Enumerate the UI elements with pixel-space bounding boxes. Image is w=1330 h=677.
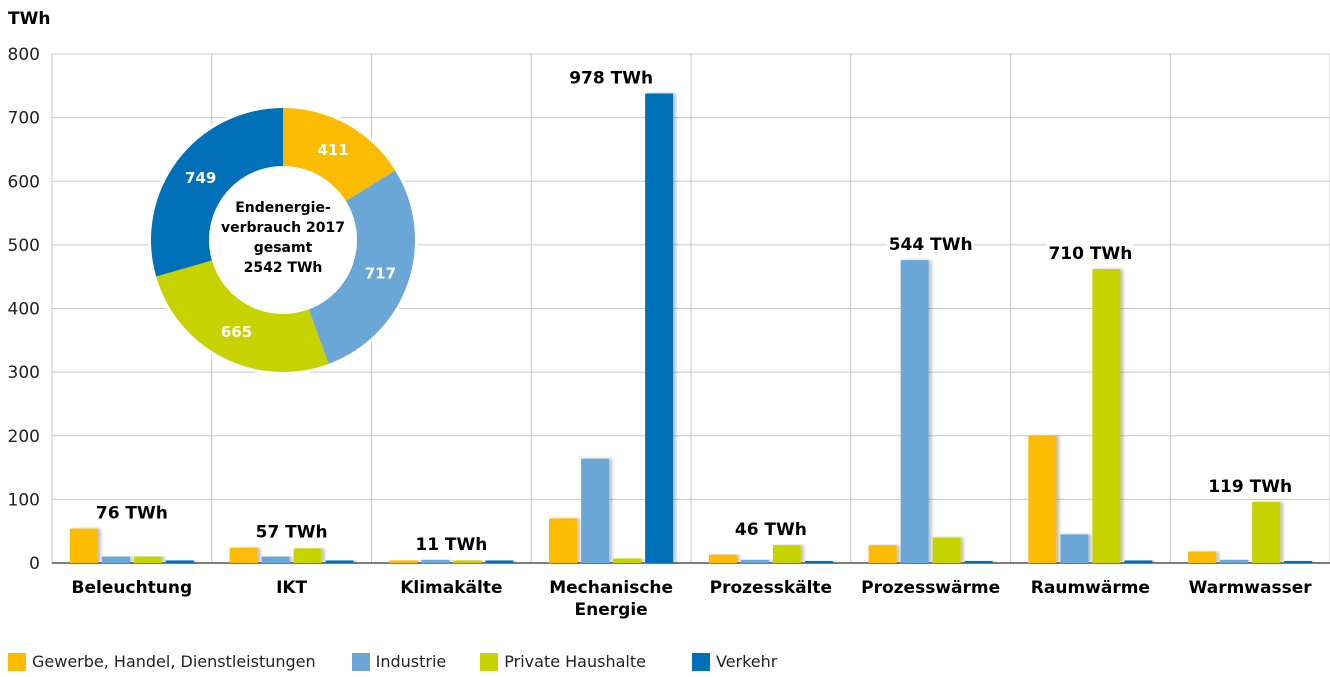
bar-industrie bbox=[102, 557, 130, 563]
chart-legend: Gewerbe, Handel, Dienstleistungen Industr… bbox=[8, 652, 777, 671]
bar-haushalte bbox=[1092, 269, 1120, 563]
legend-item-verkehr: Verkehr bbox=[692, 652, 777, 671]
bar-gewerbe bbox=[1188, 552, 1216, 563]
bar-haushalte bbox=[773, 545, 801, 563]
y-tick-label: 500 bbox=[8, 236, 40, 256]
donut-slice-label: 749 bbox=[185, 169, 216, 187]
legend-swatch bbox=[352, 653, 370, 671]
category-total-label: 119 TWh bbox=[1208, 477, 1292, 497]
y-tick-label: 700 bbox=[8, 109, 40, 129]
bar-haushalte bbox=[933, 538, 961, 563]
category-total-label: 710 TWh bbox=[1048, 244, 1132, 264]
y-tick-label: 100 bbox=[8, 490, 40, 510]
y-axis-unit-label: TWh bbox=[8, 9, 50, 29]
legend-item-industrie: Industrie bbox=[352, 652, 447, 671]
y-tick-label: 800 bbox=[8, 45, 40, 65]
bar-verkehr bbox=[326, 561, 354, 564]
y-tick-label: 300 bbox=[8, 363, 40, 383]
donut-center-text: 2542 TWh bbox=[244, 260, 323, 276]
bar-verkehr bbox=[166, 560, 194, 563]
legend-label: Gewerbe, Handel, Dienstleistungen bbox=[32, 652, 316, 671]
category-total-label: 76 TWh bbox=[96, 504, 168, 524]
bar-gewerbe bbox=[869, 545, 897, 563]
legend-swatch bbox=[692, 653, 710, 671]
bar-gewerbe bbox=[709, 555, 737, 563]
bar-haushalte bbox=[294, 548, 322, 563]
bar-verkehr bbox=[805, 561, 833, 563]
category-total-label: 11 TWh bbox=[415, 535, 487, 555]
donut-center-text: gesamt bbox=[254, 240, 313, 256]
y-tick-label: 600 bbox=[8, 172, 40, 192]
donut-slice-label: 411 bbox=[317, 141, 348, 159]
category-total-label: 57 TWh bbox=[256, 523, 328, 543]
bar-gewerbe bbox=[549, 518, 577, 563]
category-label: IKT bbox=[276, 578, 307, 598]
category-total-label: 46 TWh bbox=[735, 520, 807, 540]
bar-verkehr bbox=[645, 93, 673, 563]
legend-item-haushalte: Private Haushalte bbox=[480, 652, 646, 671]
bar-industrie bbox=[421, 560, 449, 563]
bar-industrie bbox=[901, 260, 929, 563]
bar-verkehr bbox=[1284, 561, 1312, 563]
category-label: Klimakälte bbox=[400, 578, 502, 598]
bar-haushalte bbox=[134, 557, 162, 563]
bar-industrie bbox=[741, 560, 769, 563]
donut-slice-label: 665 bbox=[221, 323, 252, 341]
category-label: Energie bbox=[575, 600, 648, 620]
bar-industrie bbox=[1060, 534, 1088, 563]
legend-label: Private Haushalte bbox=[504, 652, 646, 671]
bar-industrie bbox=[581, 459, 609, 563]
category-label: Raumwärme bbox=[1031, 578, 1150, 598]
bar-gewerbe bbox=[1028, 436, 1056, 563]
legend-label: Industrie bbox=[376, 652, 447, 671]
legend-item-gewerbe: Gewerbe, Handel, Dienstleistungen bbox=[8, 652, 316, 671]
bar-gewerbe bbox=[230, 548, 258, 563]
category-label: Warmwasser bbox=[1189, 578, 1313, 598]
bar-gewerbe bbox=[70, 529, 98, 563]
donut-center-text: verbrauch 2017 bbox=[221, 220, 345, 236]
y-tick-label: 400 bbox=[8, 300, 40, 320]
category-label: Prozesswärme bbox=[861, 578, 1000, 598]
category-total-label: 544 TWh bbox=[889, 235, 973, 255]
category-total-label: 978 TWh bbox=[569, 68, 653, 88]
bar-haushalte bbox=[453, 561, 481, 564]
donut-center-text: Endenergie- bbox=[235, 200, 331, 216]
y-tick-label: 0 bbox=[29, 554, 40, 574]
category-label: Prozesskälte bbox=[710, 578, 832, 598]
bar-verkehr bbox=[485, 561, 513, 564]
bar-haushalte bbox=[1252, 502, 1280, 563]
legend-swatch bbox=[8, 653, 26, 671]
legend-swatch bbox=[480, 653, 498, 671]
bar-industrie bbox=[262, 557, 290, 563]
bar-verkehr bbox=[1124, 561, 1152, 564]
legend-label: Verkehr bbox=[716, 652, 777, 671]
bar-verkehr bbox=[965, 561, 993, 563]
donut-slice-label: 717 bbox=[365, 264, 396, 282]
bar-industrie bbox=[1220, 560, 1248, 563]
bar-gewerbe bbox=[389, 560, 417, 563]
category-label: Mechanische bbox=[549, 578, 673, 598]
bar-haushalte bbox=[613, 559, 641, 563]
category-label: Beleuchtung bbox=[72, 578, 193, 598]
y-tick-label: 200 bbox=[8, 427, 40, 447]
